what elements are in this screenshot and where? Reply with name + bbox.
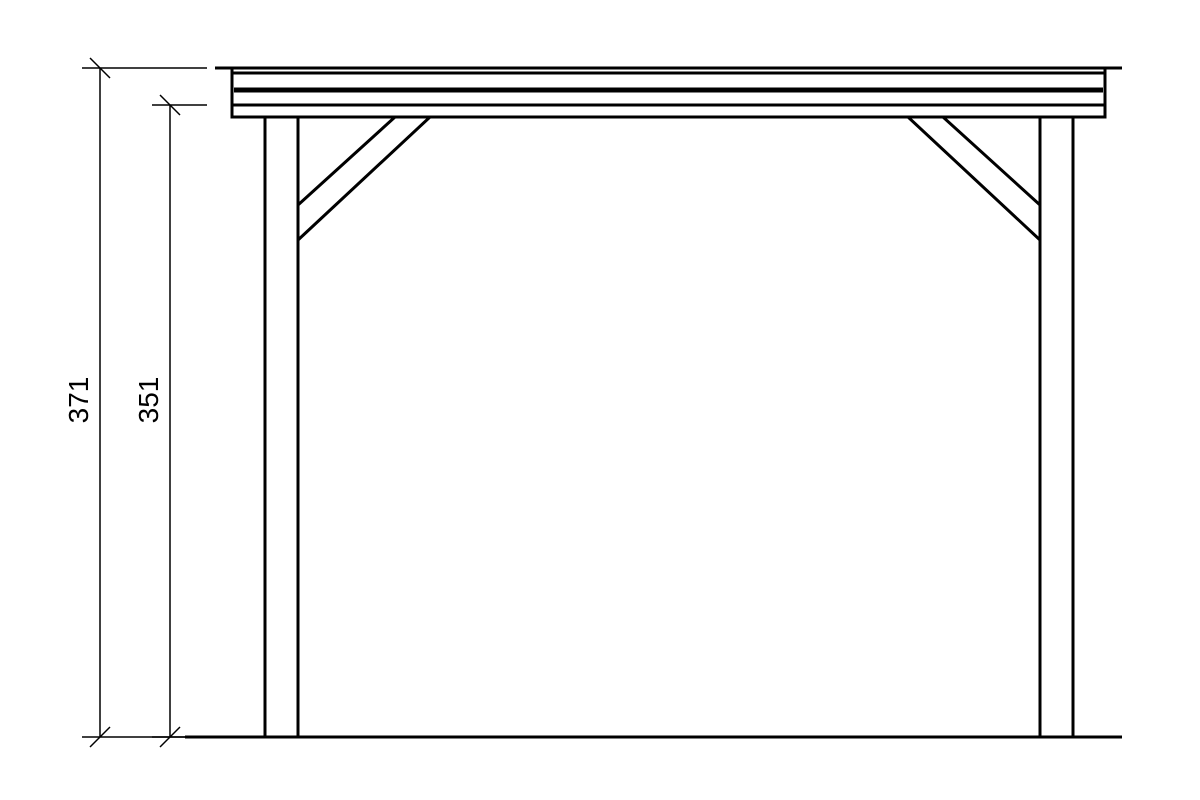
dim-inner-label: 351 xyxy=(133,377,164,424)
post-right xyxy=(1040,117,1073,737)
brace-right xyxy=(908,117,1040,240)
beam xyxy=(232,105,1105,117)
technical-drawing: 371 351 xyxy=(0,0,1200,800)
brace-left xyxy=(298,117,430,240)
dim-outer-label: 371 xyxy=(63,377,94,424)
post-left xyxy=(265,117,298,737)
